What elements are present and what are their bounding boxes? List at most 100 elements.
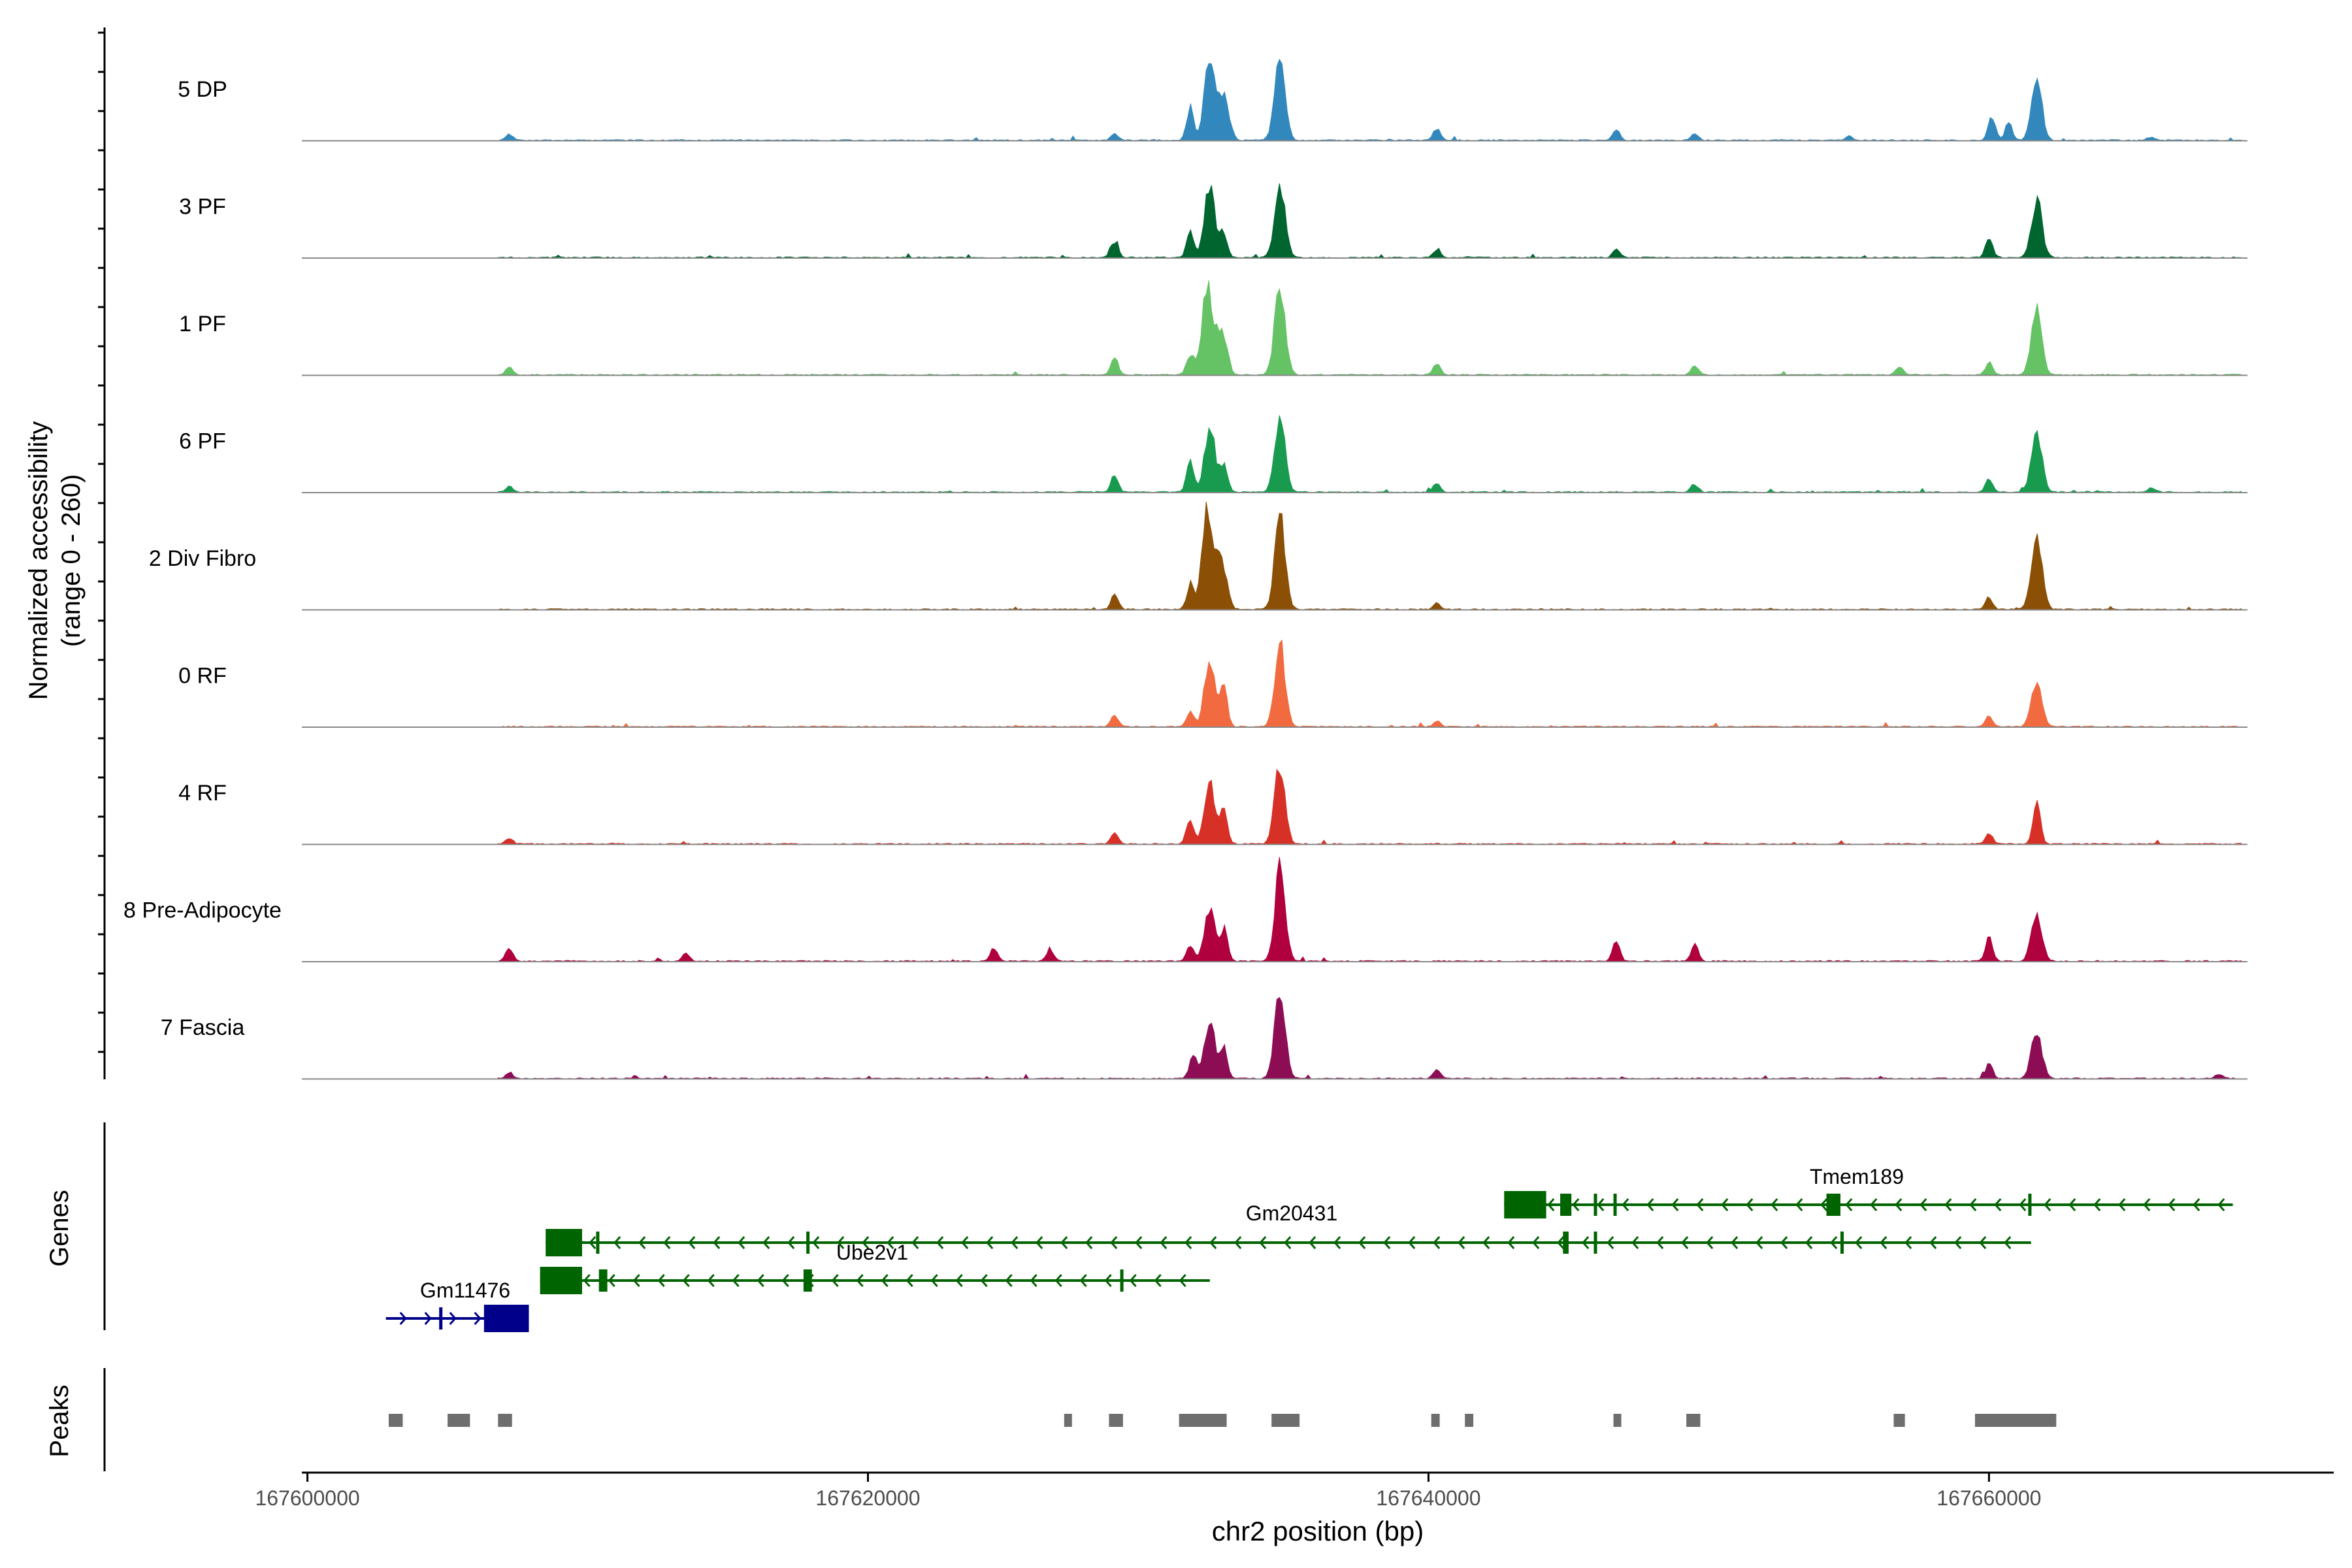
- peak-region: [448, 1414, 470, 1427]
- genes-track-label: Genes: [45, 1190, 74, 1267]
- coverage-area: [497, 280, 2242, 376]
- strand-arrow: [1358, 1236, 1366, 1249]
- coverage-area: [497, 857, 2242, 962]
- strand-arrow: [1944, 1198, 1952, 1211]
- genes-track: Tmem189 Gm20431 Ube2v1 Gm11476: [103, 1122, 2233, 1332]
- coverage-area: [497, 415, 2242, 493]
- strand-arrow: [1880, 1236, 1887, 1249]
- strand-arrow: [1830, 1236, 1838, 1249]
- strand-arrow: [713, 1236, 721, 1249]
- strand-arrow: [887, 1236, 894, 1249]
- x-tick-label: 167640000: [1376, 1486, 1480, 1510]
- strand-arrow: [1756, 1236, 1763, 1249]
- gene-label: Gm11476: [420, 1279, 510, 1302]
- peak-region: [1431, 1414, 1440, 1427]
- y-axis-label: Normalized accessibility: [24, 421, 53, 700]
- strand-arrow: [1433, 1236, 1441, 1249]
- strand-arrow: [1036, 1236, 1043, 1249]
- coverage-area: [497, 639, 2242, 728]
- strand-arrow: [2168, 1198, 2176, 1211]
- exon: [806, 1232, 810, 1254]
- strand-arrow: [1582, 1236, 1590, 1249]
- exon: [439, 1307, 443, 1330]
- strand-arrow: [1671, 1198, 1679, 1211]
- strand-arrow: [1954, 1236, 1962, 1249]
- strand-arrow: [812, 1236, 820, 1249]
- strand-arrow: [738, 1236, 745, 1249]
- strand-arrow: [1079, 1274, 1087, 1287]
- strand-arrow: [1572, 1198, 1580, 1211]
- strand-arrow: [1557, 1236, 1565, 1249]
- strand-arrow: [608, 1274, 615, 1287]
- strand-arrow: [856, 1274, 864, 1287]
- strand-arrow: [781, 1274, 789, 1287]
- strand-arrow: [1994, 1198, 2002, 1211]
- strand-arrow: [732, 1274, 740, 1287]
- strand-arrow: [1135, 1236, 1143, 1249]
- strand-arrow: [1408, 1236, 1416, 1249]
- exon: [1613, 1194, 1617, 1216]
- x-axis: 167600000 167620000 167640000 167660000: [255, 1471, 2334, 1510]
- peak-region: [1109, 1414, 1123, 1427]
- track-label: 6 PF: [179, 429, 226, 454]
- strand-arrow: [837, 1236, 845, 1249]
- strand-arrow: [2118, 1198, 2126, 1211]
- coverage-tracks: 5 DP 3 PF 1 PF 6 PF 2 Div Fibro 0 RF 4 RF 8 Pre…: [98, 27, 2247, 1080]
- x-axis-label: chr2 position (bp): [1212, 1516, 1424, 1546]
- strand-arrow: [2019, 1198, 2027, 1211]
- exon: [1593, 1232, 1597, 1254]
- strand-arrow: [980, 1274, 988, 1287]
- coverage-area: [497, 997, 2242, 1080]
- strand-arrow: [1656, 1236, 1664, 1249]
- strand-arrow: [1547, 1198, 1555, 1211]
- strand-arrow: [1895, 1198, 1903, 1211]
- track-label: 3 PF: [179, 195, 226, 220]
- exon: [1826, 1194, 1841, 1216]
- strand-arrow: [1805, 1236, 1813, 1249]
- track-label: 7 Fascia: [161, 1015, 245, 1040]
- exon: [483, 1305, 529, 1332]
- strand-arrow: [1005, 1274, 1013, 1287]
- strand-arrow: [1597, 1198, 1605, 1211]
- strand-arrow: [638, 1236, 646, 1249]
- peak-region: [1271, 1414, 1300, 1427]
- peak-region: [1613, 1414, 1622, 1427]
- exon: [1563, 1232, 1569, 1254]
- exon: [598, 1269, 608, 1292]
- strand-arrow: [1184, 1236, 1192, 1249]
- peaks-track: [103, 1368, 2057, 1471]
- strand-arrow: [1129, 1274, 1137, 1287]
- strand-arrow: [657, 1274, 665, 1287]
- strand-arrow: [1060, 1236, 1068, 1249]
- exon: [1560, 1194, 1572, 1216]
- strand-arrow: [1259, 1236, 1267, 1249]
- strand-arrow: [1110, 1236, 1118, 1249]
- exon: [1593, 1194, 1597, 1216]
- track-label: 2 Div Fibro: [149, 546, 256, 571]
- strand-arrow: [1681, 1236, 1689, 1249]
- gene-label: Tmem189: [1810, 1165, 1904, 1188]
- peak-region: [1064, 1414, 1072, 1427]
- strand-arrow: [1795, 1198, 1803, 1211]
- x-tick-label: 167660000: [1936, 1486, 2041, 1510]
- track-label: 1 PF: [179, 312, 226, 336]
- strand-arrow: [1458, 1236, 1465, 1249]
- strand-arrow: [474, 1312, 482, 1325]
- strand-arrow: [613, 1236, 621, 1249]
- strand-arrow: [399, 1312, 407, 1325]
- strand-arrow: [589, 1236, 596, 1249]
- peak-region: [1686, 1414, 1701, 1427]
- strand-arrow: [1731, 1236, 1739, 1249]
- strand-arrow: [1771, 1198, 1778, 1211]
- exon: [1504, 1191, 1546, 1218]
- strand-arrow: [955, 1274, 963, 1287]
- strand-arrow: [787, 1236, 795, 1249]
- peak-region: [388, 1414, 403, 1427]
- strand-arrow: [2068, 1198, 2076, 1211]
- strand-arrow: [1929, 1236, 1937, 1249]
- strand-arrow: [1706, 1236, 1714, 1249]
- strand-arrow: [688, 1236, 696, 1249]
- strand-arrow: [707, 1274, 715, 1287]
- strand-arrow: [1780, 1236, 1788, 1249]
